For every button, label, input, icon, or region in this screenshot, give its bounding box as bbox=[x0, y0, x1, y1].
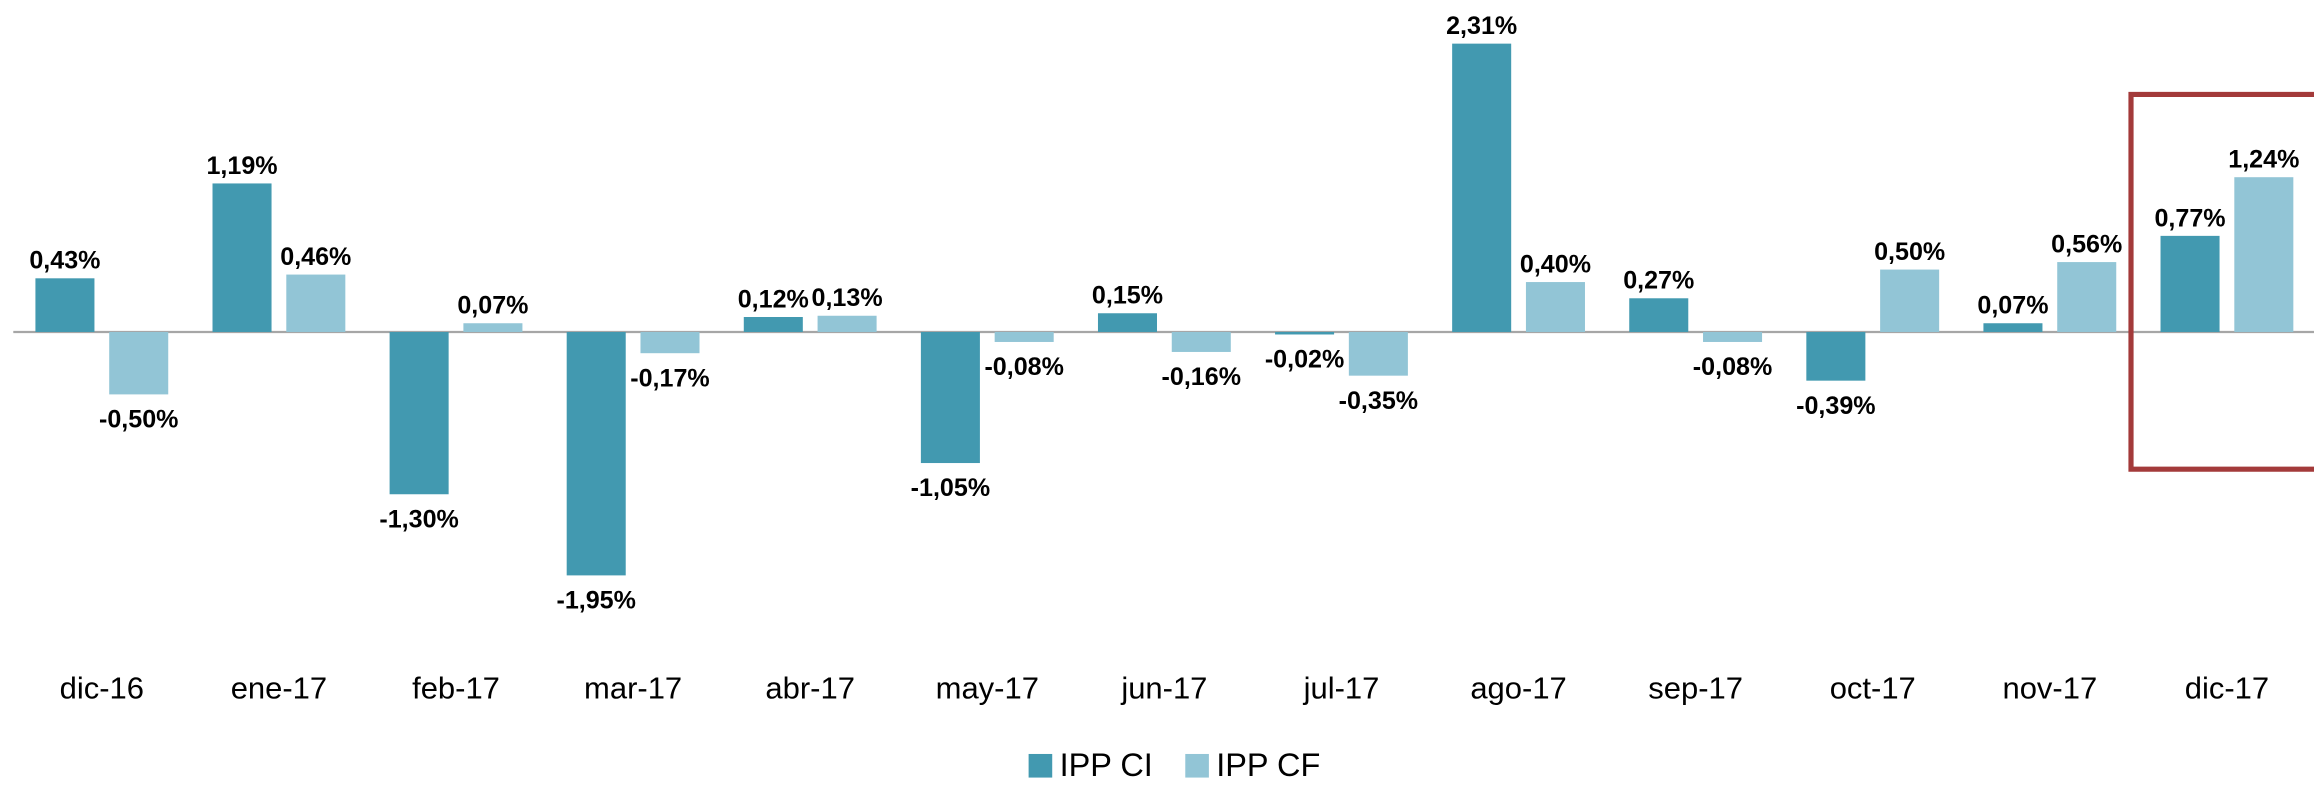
bar bbox=[212, 183, 272, 332]
data-label: 0,46% bbox=[280, 243, 351, 271]
bar bbox=[1348, 331, 1408, 376]
legend-swatch bbox=[1028, 753, 1053, 778]
x-tick-label: nov-17 bbox=[2002, 671, 2097, 706]
x-tick-label: ago-17 bbox=[1470, 671, 1566, 706]
bar bbox=[1983, 323, 2043, 332]
highlight-box bbox=[2128, 91, 2314, 472]
data-label: 0,50% bbox=[1874, 238, 1945, 266]
legend-swatch bbox=[1185, 753, 1209, 778]
bar bbox=[1703, 331, 1763, 342]
x-tick-label: feb-17 bbox=[412, 671, 500, 706]
legend-label: IPP CF bbox=[1216, 747, 1320, 782]
data-label: -1,30% bbox=[379, 505, 458, 533]
x-tick-label: abr-17 bbox=[765, 671, 855, 706]
bar bbox=[109, 331, 169, 395]
bar bbox=[1806, 331, 1866, 381]
x-tick-label: dic-16 bbox=[60, 671, 144, 706]
data-label: -0,39% bbox=[1796, 392, 1875, 420]
data-label: -1,05% bbox=[911, 474, 990, 502]
x-tick-label: jun-17 bbox=[1120, 671, 1207, 706]
bar bbox=[2234, 177, 2294, 332]
bar bbox=[566, 331, 626, 576]
bar bbox=[640, 331, 700, 354]
bar bbox=[994, 331, 1054, 342]
bar bbox=[920, 331, 980, 464]
x-tick-label: mar-17 bbox=[584, 671, 682, 706]
x-tick-label: dic-17 bbox=[2185, 671, 2269, 706]
bar bbox=[1171, 331, 1231, 352]
data-label: 0,12% bbox=[738, 285, 809, 313]
x-tick-label: may-17 bbox=[936, 671, 1039, 706]
data-label: 0,07% bbox=[1977, 292, 2048, 320]
bar bbox=[2160, 235, 2220, 332]
data-label: 1,24% bbox=[2228, 146, 2299, 174]
x-tick-label: sep-17 bbox=[1648, 671, 1743, 706]
data-label: 0,56% bbox=[2051, 230, 2122, 258]
x-tick-label: oct-17 bbox=[1830, 671, 1916, 706]
x-tick-label: jul-17 bbox=[1303, 671, 1380, 706]
data-label: 0,15% bbox=[1092, 282, 1163, 310]
data-label: -1,95% bbox=[556, 587, 635, 615]
x-tick-label: ene-17 bbox=[231, 671, 327, 706]
data-label: 0,07% bbox=[457, 292, 528, 320]
legend-label: IPP CI bbox=[1060, 747, 1153, 782]
data-label: 0,40% bbox=[1520, 250, 1591, 278]
data-label: 0,13% bbox=[812, 284, 883, 312]
data-label: 0,43% bbox=[29, 247, 100, 275]
data-label: -0,50% bbox=[99, 406, 178, 434]
bar bbox=[1275, 331, 1335, 335]
bar bbox=[1629, 298, 1689, 332]
bar bbox=[1880, 269, 1940, 332]
data-label: 1,19% bbox=[206, 152, 277, 180]
bar bbox=[286, 274, 346, 332]
data-label: -0,16% bbox=[1162, 363, 1241, 391]
data-label: 0,27% bbox=[1623, 267, 1694, 295]
bar bbox=[1452, 43, 1512, 332]
bar bbox=[1097, 313, 1157, 332]
data-label: -0,17% bbox=[630, 364, 709, 392]
data-label: 0,77% bbox=[2154, 204, 2225, 232]
bar bbox=[743, 317, 803, 332]
bar bbox=[2057, 262, 2117, 332]
bar bbox=[463, 323, 523, 332]
bar bbox=[817, 315, 877, 332]
data-label: -0,35% bbox=[1339, 387, 1418, 415]
data-label: -0,08% bbox=[1693, 353, 1772, 381]
bar bbox=[1525, 282, 1585, 332]
bar bbox=[35, 278, 95, 332]
data-label: 2,31% bbox=[1446, 12, 1517, 40]
data-label: -0,08% bbox=[984, 353, 1063, 381]
data-label: -0,02% bbox=[1265, 346, 1344, 374]
bar bbox=[389, 331, 449, 495]
